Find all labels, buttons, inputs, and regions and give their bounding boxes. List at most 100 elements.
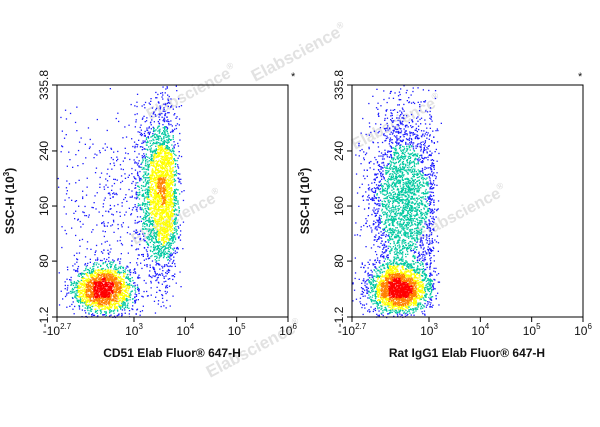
data-point — [146, 117, 148, 119]
data-point — [145, 228, 147, 230]
data-point — [113, 162, 115, 164]
data-point — [123, 283, 126, 286]
data-point — [160, 166, 163, 169]
data-point — [168, 269, 171, 272]
data-point — [127, 153, 129, 155]
data-point — [147, 208, 150, 210]
data-point — [91, 274, 93, 276]
data-point — [106, 302, 108, 304]
data-point — [94, 262, 96, 264]
data-point — [155, 91, 157, 94]
data-point — [172, 237, 174, 239]
data-point — [153, 196, 155, 198]
data-point — [152, 275, 154, 277]
data-point — [147, 183, 150, 185]
data-point — [104, 272, 106, 274]
data-point — [165, 188, 168, 190]
data-point — [102, 252, 104, 254]
data-point — [117, 295, 120, 297]
data-point — [130, 280, 132, 283]
data-point — [149, 177, 152, 180]
data-point — [158, 159, 160, 161]
data-point — [64, 281, 66, 283]
data-point — [164, 189, 167, 191]
data-point — [102, 296, 104, 298]
data-point — [141, 204, 144, 206]
x-tick-label: -102.7 — [43, 322, 72, 338]
data-point — [178, 236, 180, 238]
data-point — [78, 295, 80, 297]
data-point — [117, 279, 119, 281]
data-point — [107, 249, 109, 251]
data-point — [146, 159, 148, 161]
data-point — [105, 296, 107, 298]
data-point — [140, 184, 143, 187]
data-point — [126, 200, 128, 202]
data-point — [162, 196, 164, 198]
data-point — [167, 163, 169, 165]
data-point — [103, 314, 105, 316]
data-point — [90, 299, 92, 302]
data-point — [143, 200, 146, 202]
data-point — [157, 300, 160, 302]
data-point — [76, 261, 78, 263]
data-point — [149, 233, 151, 236]
data-point — [102, 284, 104, 286]
data-point — [157, 252, 159, 254]
data-point — [103, 273, 105, 275]
data-point — [410, 272, 412, 274]
data-point — [95, 308, 97, 310]
data-point — [105, 279, 107, 281]
data-point — [159, 198, 161, 201]
data-point — [85, 278, 87, 280]
data-point — [160, 161, 162, 163]
data-point — [151, 203, 153, 205]
data-point — [151, 140, 153, 142]
data-point — [164, 119, 166, 121]
data-point — [144, 189, 146, 191]
data-point — [160, 250, 163, 252]
data-point — [101, 280, 104, 282]
data-point — [150, 229, 153, 231]
data-point — [156, 234, 158, 236]
data-point — [124, 294, 126, 296]
data-point — [116, 285, 118, 288]
data-point — [135, 191, 138, 193]
data-point — [157, 246, 160, 248]
data-point — [133, 282, 135, 284]
data-point — [144, 228, 146, 230]
data-point — [135, 121, 137, 123]
data-point — [167, 154, 169, 157]
data-point — [159, 241, 161, 243]
data-point — [410, 314, 412, 316]
data-point — [173, 206, 175, 208]
data-point — [65, 213, 67, 215]
data-point — [99, 280, 102, 282]
data-point — [152, 174, 154, 177]
data-point — [174, 183, 176, 185]
data-point — [180, 155, 183, 158]
data-point — [131, 173, 133, 175]
data-point — [89, 267, 91, 269]
data-point — [115, 295, 117, 297]
data-point — [174, 222, 176, 224]
data-point — [146, 140, 149, 142]
data-point — [155, 233, 157, 235]
data-point — [376, 313, 378, 315]
data-point — [135, 299, 137, 301]
data-point — [170, 225, 172, 227]
data-point — [166, 237, 168, 239]
data-point — [86, 301, 88, 303]
data-point — [149, 148, 151, 150]
data-point — [166, 236, 168, 238]
data-point — [170, 151, 172, 153]
data-point — [151, 240, 153, 242]
data-point — [107, 186, 109, 188]
data-point — [154, 136, 156, 138]
data-point — [98, 286, 100, 288]
data-point — [100, 304, 103, 306]
data-point — [171, 173, 173, 175]
data-point — [114, 276, 117, 278]
data-point — [120, 307, 122, 310]
data-point — [172, 235, 174, 237]
